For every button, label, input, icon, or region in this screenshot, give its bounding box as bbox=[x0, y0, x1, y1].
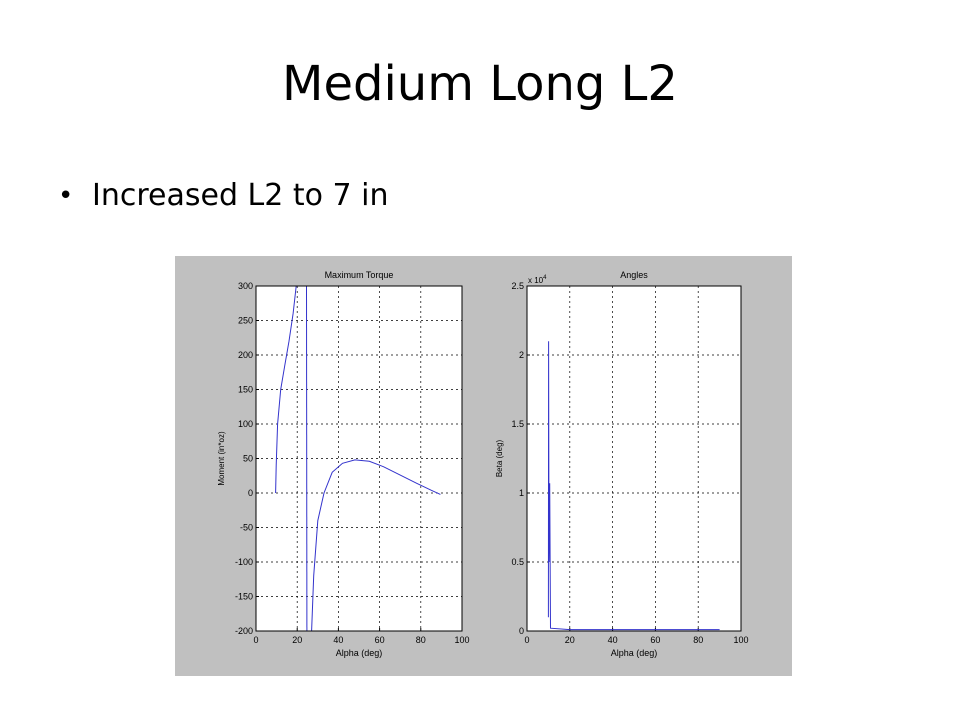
y-tick-label: 100 bbox=[238, 419, 253, 429]
x-tick-label: 0 bbox=[524, 635, 529, 645]
x-tick-label: 80 bbox=[693, 635, 703, 645]
x-tick-label: 60 bbox=[375, 635, 385, 645]
x-tick-label: 80 bbox=[416, 635, 426, 645]
x-axis-label: Alpha (deg) bbox=[336, 648, 383, 658]
bullet-text: Increased L2 to 7 in bbox=[92, 178, 389, 213]
chart-title: Angles bbox=[620, 270, 648, 280]
y-tick-label: 0.5 bbox=[511, 557, 524, 567]
y-tick-label: 2 bbox=[519, 350, 524, 360]
x-tick-label: 100 bbox=[454, 635, 469, 645]
y-tick-label: 0 bbox=[248, 488, 253, 498]
x-tick-label: 20 bbox=[292, 635, 302, 645]
y-tick-label: 50 bbox=[243, 454, 253, 464]
y-tick-label: 200 bbox=[238, 350, 253, 360]
x-tick-label: 40 bbox=[333, 635, 343, 645]
slide-title: Medium Long L2 bbox=[282, 56, 678, 112]
series-line-0-2 bbox=[311, 459, 441, 632]
bullet-item: • Increased L2 to 7 in bbox=[58, 178, 389, 213]
y-tick-label: -100 bbox=[235, 557, 253, 567]
plot-area-1 bbox=[527, 286, 741, 631]
series-line-1-0 bbox=[547, 341, 720, 631]
matlab-figure: 0 20 40 60 80 100 -200 -150 -100 -50 0 50 100 150 200 2… bbox=[175, 256, 792, 676]
y-tick-label: 1 bbox=[519, 488, 524, 498]
y-tick-label: 250 bbox=[238, 316, 253, 326]
y-tick-label: 300 bbox=[238, 281, 253, 291]
y-tick-label: 2.5 bbox=[511, 281, 524, 291]
axes-border-0 bbox=[255, 285, 463, 632]
y-tick-label: -150 bbox=[235, 592, 253, 602]
y-tick-label: 1.5 bbox=[511, 419, 524, 429]
figure-canvas: 0 20 40 60 80 100-200-150-100-500501001502002… bbox=[217, 270, 749, 658]
x-tick-label: 40 bbox=[608, 635, 618, 645]
chart-title: Maximum Torque bbox=[325, 270, 394, 280]
series-line-0-0 bbox=[275, 285, 297, 494]
x-tick-label: 60 bbox=[650, 635, 660, 645]
y-tick-label: -200 bbox=[235, 626, 253, 636]
x-tick-label: 20 bbox=[565, 635, 575, 645]
x-axis-label: Alpha (deg) bbox=[611, 648, 658, 658]
y-tick-label: 150 bbox=[238, 385, 253, 395]
y-tick-label: -50 bbox=[240, 523, 253, 533]
bullet-dot-icon: • bbox=[58, 180, 74, 211]
y-tick-label: 0 bbox=[519, 626, 524, 636]
axes-border-1 bbox=[526, 285, 742, 632]
y-multiplier-label: x 104 bbox=[528, 275, 547, 285]
x-tick-label: 100 bbox=[733, 635, 748, 645]
x-tick-label: 0 bbox=[253, 635, 258, 645]
y-axis-label: Beta (deg) bbox=[495, 439, 504, 477]
y-axis-label: Moment (in*oz) bbox=[217, 431, 226, 486]
